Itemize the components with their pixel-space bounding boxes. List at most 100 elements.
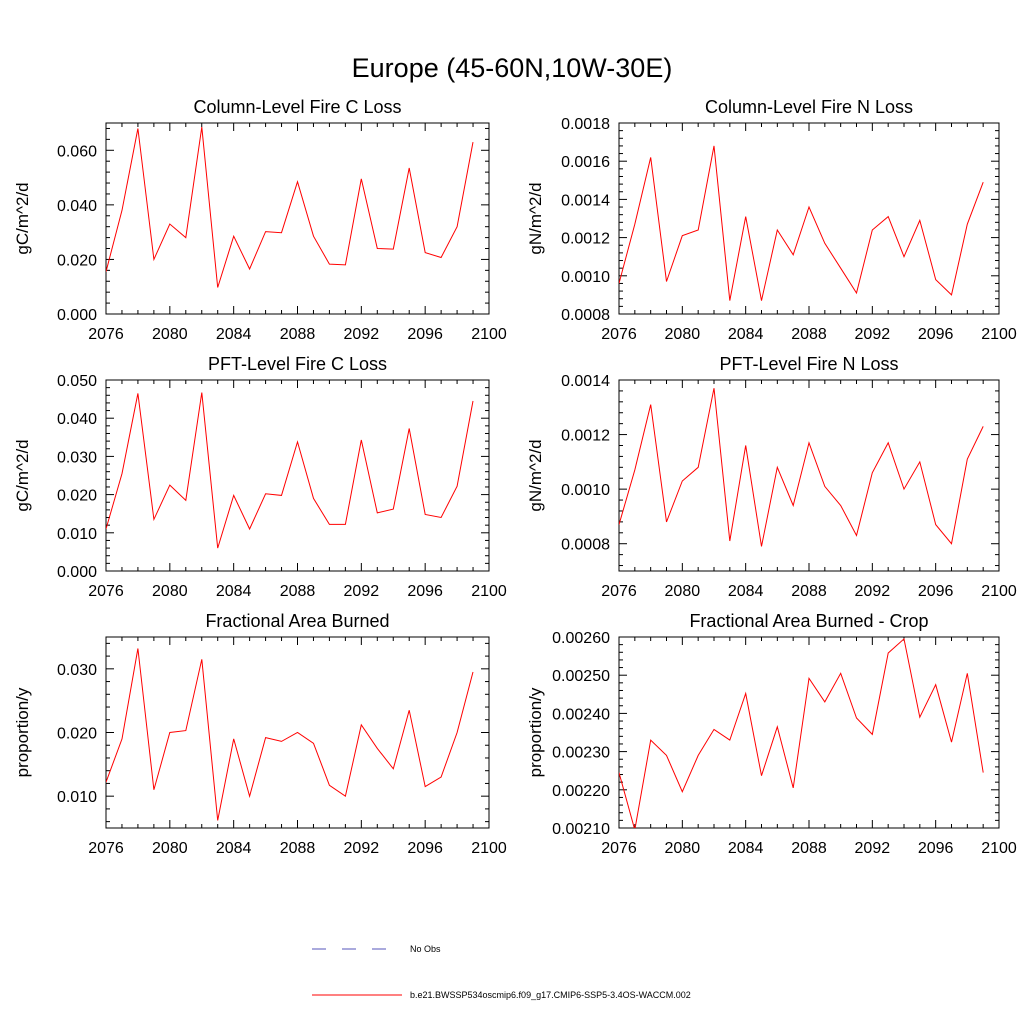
panel-title: PFT-Level Fire N Loss: [719, 354, 898, 374]
chart-panel: Fractional Area Burned - Crop proportion/…: [526, 611, 1017, 857]
x-tick-label: 2092: [855, 326, 891, 343]
panel-title: PFT-Level Fire C Loss: [208, 354, 387, 374]
x-tick-label: 2080: [152, 840, 188, 857]
x-tick-label: 2088: [280, 326, 316, 343]
y-tick-label: 0.00220: [552, 783, 610, 800]
chart-panel: PFT-Level Fire C Loss gC/m^2/d 2076 2080 208…: [13, 354, 507, 600]
x-tick-label: 2084: [216, 840, 252, 857]
plot-frame: [618, 636, 1000, 829]
y-tick-label: 0.0012: [561, 428, 610, 445]
x-tick-label: 2100: [471, 326, 507, 343]
y-tick-label: 0.050: [57, 373, 97, 390]
plot-frame: [105, 379, 490, 572]
y-tick-label: 0.00260: [552, 630, 610, 647]
plot-frame: [105, 122, 490, 315]
series-line: [619, 388, 984, 547]
y-tick-label: 0.0010: [561, 482, 610, 499]
y-tick-label: 0.030: [57, 662, 97, 679]
x-tick-label: 2100: [981, 840, 1017, 857]
y-tick-label: 0.030: [57, 449, 97, 466]
chart-panel: Column-Level Fire N Loss gN/m^2/d 2076 2080…: [526, 97, 1017, 343]
x-tick-label: 2092: [855, 840, 891, 857]
x-tick-label: 2088: [791, 840, 827, 857]
y-tick-label: 0.00230: [552, 745, 610, 762]
y-tick-label: 0.020: [57, 726, 97, 743]
chart-panel: Fractional Area Burned proportion/y 2076 20…: [13, 611, 507, 857]
y-tick-label: 0.0008: [561, 537, 610, 554]
x-tick-label: 2076: [601, 840, 637, 857]
x-tick-label: 2088: [791, 583, 827, 600]
x-tick-label: 2084: [728, 583, 764, 600]
y-tick-label: 0.000: [57, 564, 97, 581]
y-tick-label: 0.060: [57, 143, 97, 160]
x-tick-label: 2096: [407, 326, 443, 343]
figure-title: Europe (45-60N,10W-30E): [352, 53, 673, 83]
x-tick-label: 2100: [471, 840, 507, 857]
series-line: [619, 145, 984, 301]
panel-title: Fractional Area Burned: [205, 611, 389, 631]
y-tick-label: 0.020: [57, 488, 97, 505]
y-axis-label: proportion/y: [526, 687, 545, 777]
y-tick-label: 0.010: [57, 789, 97, 806]
x-tick-label: 2092: [855, 583, 891, 600]
x-tick-label: 2100: [981, 583, 1017, 600]
y-tick-label: 0.020: [57, 252, 97, 269]
y-axis-label: gC/m^2/d: [13, 439, 32, 511]
x-tick-label: 2084: [728, 840, 764, 857]
y-tick-label: 0.00250: [552, 668, 610, 685]
x-tick-label: 2100: [471, 583, 507, 600]
x-tick-label: 2076: [88, 326, 124, 343]
x-tick-label: 2080: [152, 583, 188, 600]
y-tick-label: 0.0010: [561, 269, 610, 286]
y-tick-label: 0.0018: [561, 116, 610, 133]
series-line: [106, 127, 474, 288]
y-tick-label: 0.00210: [552, 821, 610, 838]
x-tick-label: 2100: [981, 326, 1017, 343]
x-tick-label: 2088: [280, 840, 316, 857]
x-tick-label: 2076: [601, 583, 637, 600]
series-line: [619, 637, 984, 828]
x-tick-label: 2088: [280, 583, 316, 600]
series-line: [106, 392, 474, 549]
y-tick-label: 0.010: [57, 526, 97, 543]
x-tick-label: 2080: [665, 583, 701, 600]
x-tick-label: 2096: [407, 840, 443, 857]
x-tick-label: 2076: [88, 583, 124, 600]
chart-panel: Column-Level Fire C Loss gC/m^2/d 2076 2080…: [13, 97, 507, 343]
y-axis-label: gN/m^2/d: [526, 182, 545, 254]
chart-panel: PFT-Level Fire N Loss gN/m^2/d 2076 2080 208…: [526, 354, 1017, 600]
panel-title: Column-Level Fire C Loss: [193, 97, 401, 117]
y-tick-label: 0.040: [57, 198, 97, 215]
x-tick-label: 2080: [152, 326, 188, 343]
y-tick-label: 0.0012: [561, 231, 610, 248]
x-tick-label: 2080: [665, 840, 701, 857]
x-tick-label: 2088: [791, 326, 827, 343]
x-tick-label: 2092: [344, 840, 380, 857]
y-tick-label: 0.0016: [561, 154, 610, 171]
plot-frame: [618, 379, 1000, 572]
x-tick-label: 2096: [918, 583, 954, 600]
y-tick-label: 0.0008: [561, 307, 610, 324]
y-tick-label: 0.0014: [561, 192, 610, 209]
x-tick-label: 2096: [918, 326, 954, 343]
x-tick-label: 2096: [918, 840, 954, 857]
x-tick-label: 2092: [344, 583, 380, 600]
panels: Column-Level Fire C Loss gC/m^2/d 2076 2080…: [13, 97, 1017, 857]
x-tick-label: 2084: [728, 326, 764, 343]
y-axis-label: gN/m^2/d: [526, 439, 545, 511]
y-axis-label: gC/m^2/d: [13, 182, 32, 254]
legend-obs-label: No Obs: [410, 944, 441, 954]
y-tick-label: 0.000: [57, 307, 97, 324]
panel-title: Column-Level Fire N Loss: [705, 97, 913, 117]
x-tick-label: 2096: [407, 583, 443, 600]
y-tick-label: 0.00240: [552, 706, 610, 723]
legend-model-label: b.e21.BWSSP534oscmip6.f09_g17.CMIP6-SSP5…: [410, 990, 691, 1000]
x-tick-label: 2092: [344, 326, 380, 343]
x-tick-label: 2080: [665, 326, 701, 343]
y-tick-label: 0.0014: [561, 373, 610, 390]
legend: No Obs b.e21.BWSSP534oscmip6.f09_g17.CMI…: [312, 944, 691, 1000]
y-axis-label: proportion/y: [13, 687, 32, 777]
y-tick-label: 0.040: [57, 411, 97, 428]
x-tick-label: 2084: [216, 583, 252, 600]
